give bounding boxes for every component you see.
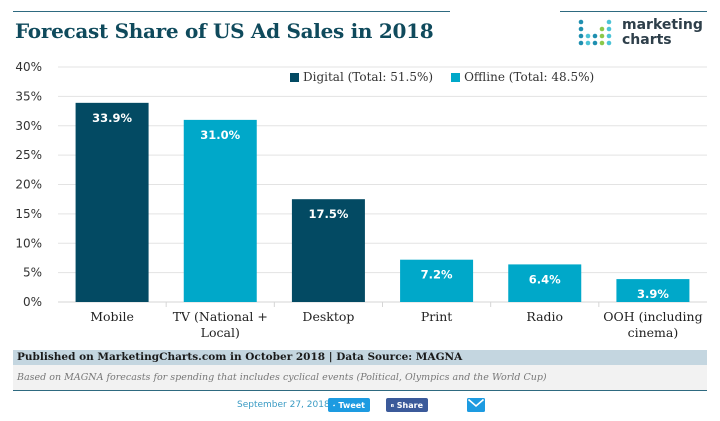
twitter-bird-icon [333, 404, 336, 406]
published-text: Published on MarketingCharts.com in Octo… [17, 351, 463, 363]
y-tick-label: 20% [15, 178, 42, 192]
y-tick-label: 5% [23, 266, 42, 280]
data-label: 6.4% [529, 272, 561, 286]
legend-swatch-digital [290, 72, 299, 82]
marketingcharts-logo[interactable]: marketing charts [578, 18, 708, 52]
note-band: Based on MAGNA forecasts for spending th… [13, 365, 707, 391]
bar-digital [75, 102, 149, 303]
top-divider [13, 11, 450, 12]
y-tick-label: 40% [15, 60, 42, 74]
bar-offline [183, 119, 257, 302]
x-tick-label: Radio [526, 309, 563, 324]
y-tick-label: 10% [15, 236, 42, 250]
bar-chart: 0% 5% 10% 15% 20% 25% 30% 35% 40% 33.9% Mobile 31.0… [15, 60, 707, 340]
bar-offline [508, 264, 582, 302]
x-tick-label: Print [421, 309, 452, 324]
logo-line1: marketing [622, 17, 703, 33]
tweet-label: Tweet [338, 400, 365, 410]
y-tick-label: 15% [15, 207, 42, 221]
share-row: September 27, 2018 Tweet Share [0, 398, 720, 414]
bar-offline [400, 259, 474, 302]
data-label: 3.9% [637, 287, 669, 301]
chart-legend: Digital (Total: 51.5%) Offline (Total: 4… [290, 70, 594, 84]
tweet-button[interactable]: Tweet [328, 398, 370, 412]
x-tick-label: Mobile [90, 309, 134, 324]
legend-swatch-offline [451, 72, 461, 82]
note-text: Based on MAGNA forecasts for spending th… [17, 372, 547, 383]
publish-date: September 27, 2018 [237, 400, 330, 410]
x-tick-label: Local) [201, 325, 240, 340]
facebook-icon [391, 403, 394, 407]
x-tick-label: OOH (including [603, 309, 702, 324]
envelope-icon[interactable] [467, 398, 485, 412]
legend-label-digital: Digital (Total: 51.5%) [303, 70, 434, 84]
top-divider-logo [560, 11, 707, 12]
x-tick-label: Desktop [302, 309, 354, 324]
logo-text: marketing charts [622, 18, 703, 48]
y-tick-label: 30% [15, 119, 42, 133]
bar-offline [616, 279, 690, 302]
data-label: 31.0% [200, 128, 240, 142]
y-tick-label: 25% [15, 148, 42, 162]
data-label: 17.5% [308, 207, 348, 221]
y-tick-label: 0% [23, 295, 42, 309]
y-tick-label: 35% [15, 89, 42, 103]
chart-title: Forecast Share of US Ad Sales in 2018 [15, 19, 434, 43]
data-label: 7.2% [421, 268, 453, 282]
data-label: 33.9% [92, 111, 132, 125]
published-band: Published on MarketingCharts.com in Octo… [13, 350, 707, 365]
logo-line2: charts [622, 32, 672, 48]
x-tick-label: cinema) [628, 325, 679, 340]
facebook-share-button[interactable]: Share [386, 398, 428, 412]
x-tick-label: TV (National + [173, 309, 268, 324]
legend-label-offline: Offline (Total: 48.5%) [464, 70, 595, 84]
logo-dots-icon [578, 19, 612, 46]
legend-item-offline: Offline (Total: 48.5%) [451, 70, 594, 84]
share-label: Share [396, 400, 423, 410]
bar-digital [291, 199, 365, 302]
legend-item-digital: Digital (Total: 51.5%) [290, 70, 433, 84]
